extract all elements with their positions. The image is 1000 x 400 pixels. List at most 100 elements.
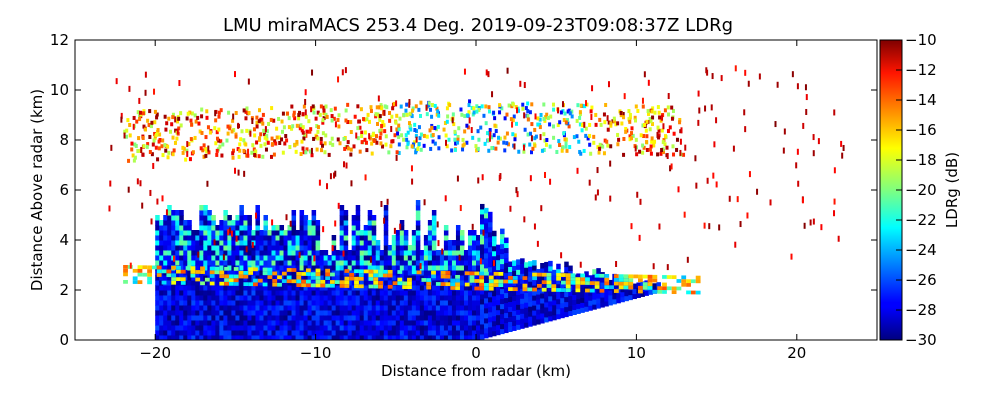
heat-cell: [430, 133, 434, 138]
heat-cell: [490, 146, 494, 151]
heat-cell: [363, 137, 367, 142]
heat-cell: [512, 325, 517, 331]
heat-cell: [138, 110, 142, 115]
heat-cell: [523, 82, 526, 89]
heat-cell: [387, 245, 393, 251]
heat-cell: [167, 275, 172, 281]
heat-cell: [215, 275, 220, 281]
heat-cell: [402, 112, 406, 117]
heat-cell: [247, 300, 252, 306]
heat-cell: [255, 212, 258, 219]
heat-cell: [528, 316, 533, 322]
heat-cell: [616, 292, 621, 299]
heat-cell: [548, 265, 553, 272]
heat-cell: [207, 320, 212, 326]
heat-cell: [179, 220, 184, 226]
heat-cell: [512, 287, 518, 292]
heat-cell: [576, 303, 581, 309]
heat-cell: [622, 115, 626, 120]
heat-cell: [307, 285, 313, 291]
heat-cell: [496, 314, 501, 321]
heat-cell: [209, 274, 215, 278]
heat-cell: [484, 237, 489, 244]
heat-cell: [606, 143, 610, 148]
heat-cell: [351, 260, 357, 266]
heat-cell: [187, 245, 192, 251]
heat-cell: [319, 325, 325, 331]
heat-cell: [403, 240, 409, 246]
heat-cell: [367, 119, 371, 124]
heat-cell: [239, 210, 244, 216]
heat-cell: [551, 288, 557, 292]
heat-cell: [520, 318, 525, 324]
heat-cell: [245, 106, 249, 111]
heat-cell: [564, 301, 569, 308]
heat-cell: [580, 128, 584, 133]
heat-cell: [203, 310, 208, 316]
heat-cell: [624, 129, 628, 134]
heat-cell: [469, 275, 475, 279]
heat-cell: [203, 320, 208, 326]
heat-cell: [198, 129, 202, 134]
heat-cell: [594, 281, 600, 286]
heat-cell: [411, 230, 417, 236]
heat-cell: [444, 139, 447, 146]
heat-cell: [359, 335, 365, 340]
heat-cell: [471, 235, 477, 241]
heat-cell: [327, 315, 333, 321]
heat-cell: [652, 143, 656, 148]
heat-cell: [167, 240, 172, 246]
heat-cell: [686, 279, 691, 284]
heat-cell: [255, 295, 260, 301]
x-tick-label: 20: [787, 344, 806, 362]
heat-cell: [147, 272, 152, 277]
heat-cell: [435, 290, 441, 296]
heat-cell: [496, 324, 501, 331]
heat-cell: [744, 69, 747, 76]
heat-cell: [355, 230, 361, 236]
heat-cell: [580, 302, 585, 308]
heat-cell: [415, 240, 421, 246]
heat-cell: [310, 107, 314, 112]
heat-cell: [568, 265, 573, 272]
heat-cell: [488, 279, 494, 284]
heat-cell: [802, 122, 805, 129]
heat-cell: [455, 235, 461, 241]
heat-cell: [163, 330, 168, 336]
heat-cell: [524, 292, 529, 298]
heat-cell: [349, 147, 353, 152]
heat-cell: [223, 290, 228, 296]
heat-cell: [416, 270, 422, 275]
heat-cell: [662, 275, 667, 279]
heat-cell: [572, 304, 577, 310]
heat-cell: [498, 103, 502, 108]
heat-cell: [358, 273, 364, 277]
heat-cell: [271, 225, 276, 231]
heat-cell: [311, 235, 317, 241]
heat-cell: [207, 225, 212, 231]
heat-cell: [399, 230, 405, 236]
heat-cell: [812, 150, 815, 157]
heat-cell: [431, 270, 436, 275]
heat-cell: [307, 315, 313, 321]
heat-cell: [123, 280, 128, 284]
heat-cell: [395, 315, 401, 321]
heat-cell: [231, 155, 235, 160]
heat-cell: [239, 290, 244, 296]
heat-cell: [281, 279, 287, 283]
heat-cell: [323, 265, 329, 271]
heat-cell: [464, 271, 470, 276]
heat-cell: [431, 220, 437, 226]
heat-cell: [532, 295, 537, 301]
heat-cell: [459, 320, 465, 326]
heat-cell: [167, 255, 172, 261]
heat-cell: [391, 305, 397, 311]
heat-cell: [588, 275, 593, 281]
heat-cell: [399, 305, 405, 311]
heat-cell: [666, 286, 672, 291]
heat-cell: [652, 289, 658, 294]
heat-cell: [612, 118, 616, 123]
heat-cell: [546, 272, 552, 277]
heat-cell: [415, 290, 421, 296]
heat-cell: [231, 118, 235, 123]
